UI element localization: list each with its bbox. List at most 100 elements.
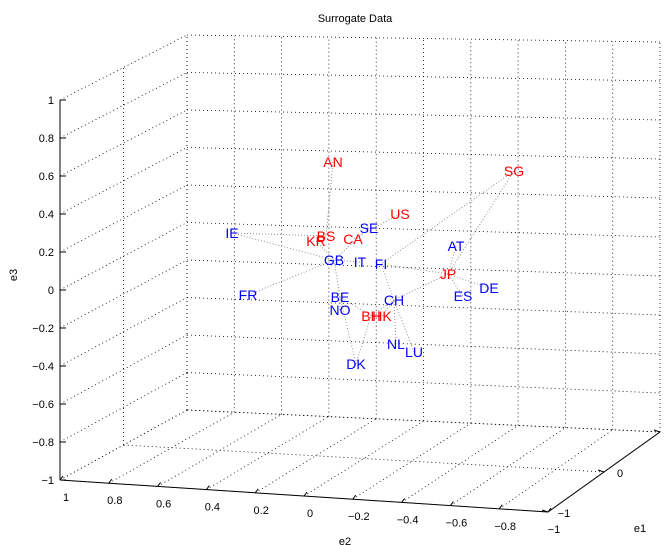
point-label: CA — [343, 231, 363, 247]
edge-line — [325, 161, 334, 237]
grid-layer — [59, 34, 661, 513]
edge-line — [380, 170, 515, 265]
e2-tick-label: 0.2 — [254, 505, 269, 517]
e3-tick-label: 0.6 — [39, 171, 54, 183]
point-label: JP — [440, 266, 456, 282]
edge-line — [231, 232, 327, 237]
edge-line — [447, 273, 490, 289]
e2-tick-mark — [449, 501, 454, 506]
e3-tick-label: −0.8 — [32, 437, 54, 449]
point-label: HK — [372, 308, 392, 324]
grid-line — [59, 184, 188, 253]
edge-line — [393, 299, 415, 353]
e2-tick-mark — [59, 475, 64, 481]
point-label: BS — [317, 228, 336, 244]
e3-tick-label: 1 — [48, 95, 54, 107]
e2-tick-label: −1 — [548, 524, 561, 536]
edge-line — [247, 259, 335, 296]
point-label: BE — [331, 289, 350, 305]
e2-tick-label: −0.8 — [494, 521, 516, 533]
grid-line — [186, 147, 661, 160]
grid-line — [59, 372, 188, 443]
edge-line — [380, 263, 449, 275]
e3-tick-label: −0.6 — [32, 399, 54, 411]
point-label: BH — [361, 308, 380, 324]
edge-line — [231, 232, 335, 261]
grid-line — [352, 422, 472, 500]
grid-line — [186, 297, 661, 316]
edge-line — [447, 170, 515, 275]
grid-line — [401, 425, 519, 503]
point-label: IT — [354, 254, 367, 270]
edge-line — [393, 299, 397, 345]
point-label: KR — [306, 233, 325, 249]
edge-line — [447, 245, 457, 275]
e2-tick-label: 0.4 — [205, 502, 220, 514]
point-label: ES — [454, 288, 473, 304]
grid-line — [59, 334, 188, 405]
e2-tick-mark — [254, 488, 259, 494]
e2-tick-mark — [157, 482, 162, 487]
edge-line — [381, 299, 395, 317]
e2-tick-label: −0.2 — [348, 511, 370, 523]
point-label: CH — [384, 292, 404, 308]
grid-line — [108, 411, 235, 484]
e1-tick-mark — [541, 509, 549, 513]
e2-tick-label: 0 — [307, 508, 313, 520]
point-label: AT — [448, 238, 465, 254]
point-label: FI — [375, 256, 387, 272]
e3-tick-label: −0.4 — [32, 361, 54, 373]
e2-tick-label: 0.6 — [156, 498, 171, 510]
edge-line — [333, 259, 361, 263]
edge-layer — [231, 161, 515, 365]
z-axis-label: e3 — [8, 269, 20, 281]
point-label: SE — [360, 220, 379, 236]
e2-tick-label: 1 — [63, 492, 69, 504]
edge-line — [393, 273, 449, 301]
edge-line — [339, 296, 372, 317]
axis-layer: −1 −0.8 −0.6 −0.4 −0.2 0 0.2 0.4 0.6 0.8 1 1 0.8 0.6 0… — [32, 95, 661, 536]
chart-title: Surrogate Data — [318, 13, 393, 25]
x-axis-label: e1 — [634, 523, 646, 535]
edge-line — [315, 240, 335, 261]
e2-tick-mark — [108, 478, 113, 484]
edge-line — [333, 227, 370, 261]
e3-tick-label: −1 — [41, 475, 54, 487]
edge-line — [380, 263, 395, 301]
grid-line — [59, 259, 188, 329]
point-label: NL — [387, 336, 405, 352]
grid-line — [59, 297, 188, 367]
edge-line — [333, 259, 341, 298]
e2-tick-mark — [303, 491, 308, 497]
e2-tick-mark — [205, 485, 210, 490]
e1-tick-label: −1 — [558, 508, 571, 520]
grid-line — [59, 34, 188, 101]
e1-tick-mark — [597, 469, 605, 473]
e3-tick-label: −0.2 — [32, 323, 54, 335]
e2-tick-label: 0.8 — [107, 495, 122, 507]
point-label: DE — [479, 280, 498, 296]
e1-tick-mark — [653, 429, 661, 433]
point-label: AN — [323, 154, 342, 170]
e3-tick-label: 0 — [48, 285, 54, 297]
grid-line — [186, 34, 661, 43]
point-label: NO — [330, 302, 351, 318]
grid-line — [186, 222, 661, 238]
point-label: US — [390, 206, 409, 222]
e2-tick-mark — [547, 507, 552, 513]
edge-line — [339, 296, 357, 365]
e3-tick-label: 0.8 — [39, 133, 54, 145]
grid-line — [123, 444, 605, 473]
grid-line — [186, 184, 661, 199]
grid-line — [157, 414, 282, 487]
point-label: SG — [504, 163, 524, 179]
e2-tick-mark — [498, 504, 503, 510]
point-label: DK — [346, 356, 366, 372]
y-axis-label: e2 — [339, 536, 351, 545]
grid-line — [59, 109, 188, 177]
e3-tick-label: 0.2 — [39, 247, 54, 259]
grid-line — [186, 372, 661, 394]
grid-line — [186, 409, 661, 433]
